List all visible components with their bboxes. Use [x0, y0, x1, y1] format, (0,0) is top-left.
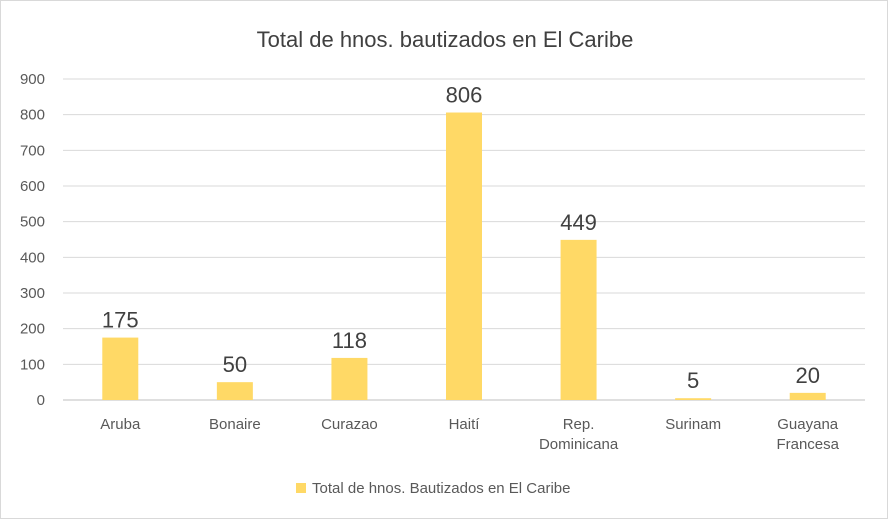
y-tick-label: 800	[20, 107, 45, 124]
y-tick-label: 400	[20, 249, 45, 266]
bar	[789, 392, 826, 400]
y-tick-label: 600	[20, 178, 45, 195]
y-tick-label: 700	[20, 142, 45, 159]
y-tick-label: 100	[20, 356, 45, 373]
bar	[102, 337, 139, 400]
category-labels: Aruba Bonaire Curazao Haití Rep. Dominicana Su…	[100, 416, 839, 453]
category-label: Rep. Dominicana	[539, 416, 619, 453]
data-label: 175	[102, 308, 139, 333]
category-label: Bonaire	[209, 416, 261, 433]
category-label: Haití	[449, 416, 481, 433]
bar	[446, 112, 482, 400]
category-label: Guayana Francesa	[776, 416, 839, 453]
y-tick-label: 300	[20, 285, 45, 302]
bar	[675, 398, 712, 400]
y-tick-label: 0	[37, 392, 45, 409]
category-label: Aruba	[100, 416, 141, 433]
data-label: 118	[332, 328, 367, 353]
legend: Total de hnos. Bautizados en El Caribe	[296, 480, 571, 497]
y-tick-label: 200	[20, 321, 45, 338]
bar	[331, 357, 368, 400]
data-label: 449	[560, 210, 597, 235]
data-labels: 175 50 118 806 449 5 20	[102, 83, 820, 394]
chart-title: Total de hnos. bautizados en El Caribe	[257, 27, 634, 52]
bar	[560, 239, 597, 400]
category-label: Curazao	[321, 416, 378, 433]
data-label: 806	[446, 83, 483, 108]
y-tick-label: 500	[20, 214, 45, 231]
y-tick-label: 900	[20, 71, 45, 88]
category-label: Surinam	[665, 416, 721, 433]
data-label: 50	[223, 352, 247, 377]
data-label: 5	[687, 368, 699, 393]
bar	[216, 382, 253, 400]
legend-swatch	[296, 483, 306, 493]
y-axis-tick-labels: 0 100 200 300 400 500 600 700 800 900	[20, 71, 45, 409]
legend-label: Total de hnos. Bautizados en El Caribe	[312, 480, 571, 497]
bars	[102, 112, 826, 400]
data-label: 20	[795, 363, 819, 388]
